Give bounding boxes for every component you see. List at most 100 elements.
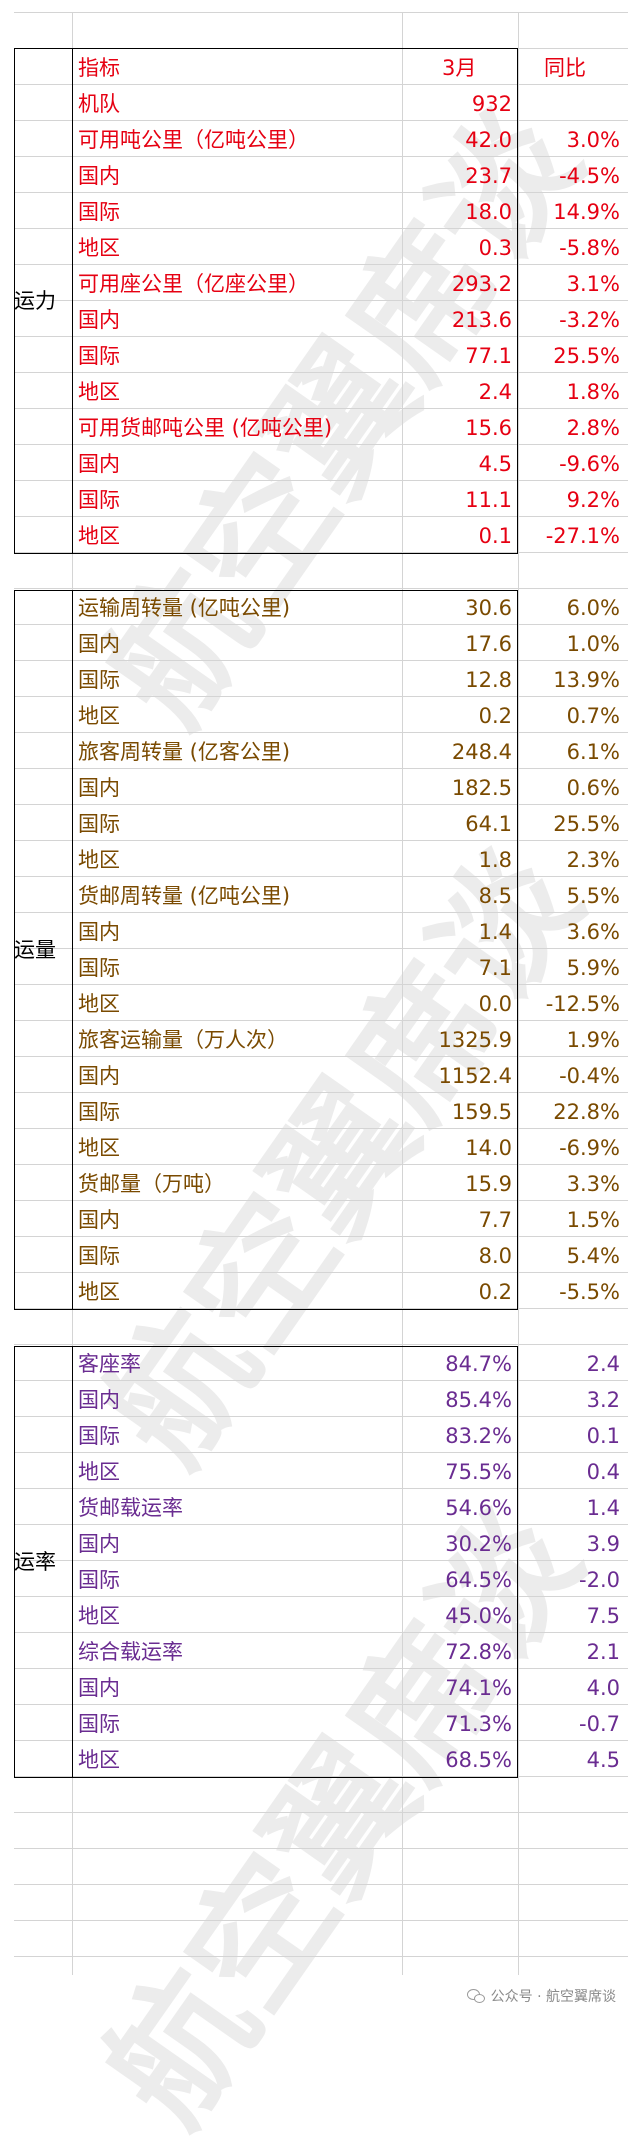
table-row-yoy: 9.2% — [566, 488, 620, 512]
table-row-value: 0.0 — [478, 992, 512, 1016]
table-row-yoy: 7.5 — [586, 1604, 620, 1628]
gridline-horizontal — [14, 588, 628, 589]
gridline-horizontal — [14, 192, 628, 193]
table-row-value: 42.0 — [465, 128, 512, 152]
gridline-horizontal — [14, 84, 628, 85]
gridline-horizontal — [14, 1812, 628, 1813]
table-row-label: 国内 — [78, 920, 120, 944]
table-row-yoy: 4.5 — [586, 1748, 620, 1772]
table-row-value: 0.3 — [478, 236, 512, 260]
table-row-yoy: 5.4% — [566, 1244, 620, 1268]
table-row-value: 4.5 — [478, 452, 512, 476]
gridline-horizontal — [14, 1956, 628, 1957]
table-row-value: 11.1 — [465, 488, 512, 512]
footer-text: 公众号 · 航空翼席谈 — [490, 1989, 616, 2005]
table-row-yoy: 0.1 — [586, 1424, 620, 1448]
gridline-horizontal — [14, 1596, 628, 1597]
table-row-label: 国内 — [78, 1208, 120, 1232]
section-divider — [72, 48, 74, 554]
table-row-value: 64.1 — [465, 812, 512, 836]
gridline-horizontal — [14, 300, 628, 301]
table-row-label: 货邮周转量 (亿吨公里) — [78, 884, 291, 908]
gridline-horizontal — [14, 1488, 628, 1489]
table-row-value: 8.5 — [478, 884, 512, 908]
gridline-horizontal — [14, 264, 628, 265]
table-row-value: 74.1% — [445, 1676, 512, 1700]
table-row-value: 45.0% — [445, 1604, 512, 1628]
gridline-vertical — [518, 12, 519, 1975]
table-row-yoy: -0.4% — [559, 1064, 620, 1088]
table-row-value: 18.0 — [465, 200, 512, 224]
gridline-horizontal — [14, 948, 628, 949]
table-row-value: 159.5 — [451, 1100, 512, 1124]
table-row-label: 国际 — [78, 1568, 120, 1592]
gridline-horizontal — [14, 516, 628, 517]
section-label-volume: 运量 — [14, 938, 56, 962]
table-row-label: 国际 — [78, 1244, 120, 1268]
table-row-yoy: 0.4 — [586, 1460, 620, 1484]
table-row-value: 8.0 — [478, 1244, 512, 1268]
table-row-label: 旅客运输量（万人次） — [78, 1028, 288, 1052]
table-row-value: 7.1 — [478, 956, 512, 980]
table-row-label: 国内 — [78, 452, 120, 476]
table-row-yoy: 3.2 — [586, 1388, 620, 1412]
table-row-value: 30.2% — [445, 1532, 512, 1556]
gridline-horizontal — [14, 12, 628, 13]
table-row-value: 2.4 — [478, 380, 512, 404]
gridline-horizontal — [14, 1920, 628, 1921]
gridline-horizontal — [14, 1416, 628, 1417]
gridline-horizontal — [14, 408, 628, 409]
table-row-yoy: -5.5% — [559, 1280, 620, 1304]
table-row-label: 国内 — [78, 632, 120, 656]
gridline-horizontal — [14, 660, 628, 661]
table-row-value: 0.1 — [478, 524, 512, 548]
table-row-yoy: 2.8% — [566, 416, 620, 440]
section-label-capacity: 运力 — [14, 289, 56, 313]
table-row-label: 机队 — [78, 92, 120, 116]
header-yoy: 同比 — [544, 56, 586, 80]
table-row-yoy: 1.4 — [586, 1496, 620, 1520]
table-row-yoy: 1.9% — [566, 1028, 620, 1052]
table-row-label: 地区 — [78, 236, 120, 260]
table-row-yoy: 25.5% — [553, 812, 620, 836]
header-month: 3月 — [442, 56, 477, 80]
gridline-horizontal — [14, 552, 628, 553]
gridline-horizontal — [14, 1668, 628, 1669]
table-row-yoy: 0.6% — [566, 776, 620, 800]
table-row-yoy: 1.5% — [566, 1208, 620, 1232]
table-row-value: 15.6 — [465, 416, 512, 440]
gridline-horizontal — [14, 1560, 628, 1561]
table-row-value: 0.2 — [478, 704, 512, 728]
gridline-horizontal — [14, 1776, 628, 1777]
gridline-horizontal — [14, 804, 628, 805]
table-row-label: 旅客周转量 (亿客公里) — [78, 740, 291, 764]
gridline-horizontal — [14, 1092, 628, 1093]
section-border — [14, 1346, 518, 1778]
wechat-icon — [466, 1989, 485, 2003]
table-row-label: 国际 — [78, 1424, 120, 1448]
table-row-value: 64.5% — [445, 1568, 512, 1592]
gridline-horizontal — [14, 480, 628, 481]
gridline-horizontal — [14, 120, 628, 121]
table-row-yoy: 3.0% — [566, 128, 620, 152]
table-row-value: 54.6% — [445, 1496, 512, 1520]
table-row-label: 可用货邮吨公里 (亿吨公里) — [78, 416, 333, 440]
gridline-horizontal — [14, 228, 628, 229]
gridline-horizontal — [14, 840, 628, 841]
table-row-yoy: 22.8% — [553, 1100, 620, 1124]
table-row-yoy — [518, 86, 628, 122]
table-row-label: 国际 — [78, 668, 120, 692]
table-row-value: 12.8 — [465, 668, 512, 692]
table-row-value: 84.7% — [445, 1352, 512, 1376]
table-row-label: 国际 — [78, 1712, 120, 1736]
gridline-horizontal — [14, 1848, 628, 1849]
table-row-value: 30.6 — [465, 596, 512, 620]
table-row-value: 0.2 — [478, 1280, 512, 1304]
table-row-label: 国内 — [78, 1532, 120, 1556]
gridline-horizontal — [14, 1740, 628, 1741]
table-row-label: 国际 — [78, 200, 120, 224]
table-row-yoy: 3.9 — [586, 1532, 620, 1556]
table-row-value: 182.5 — [451, 776, 512, 800]
header-metric: 指标 — [78, 56, 120, 80]
table-row-label: 地区 — [78, 704, 120, 728]
